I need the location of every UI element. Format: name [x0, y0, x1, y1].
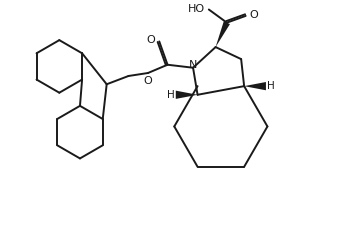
Text: H: H — [167, 90, 174, 100]
Text: N: N — [189, 60, 197, 70]
Text: HO: HO — [188, 4, 205, 14]
Text: O: O — [250, 10, 258, 20]
Polygon shape — [216, 21, 230, 47]
Text: H: H — [267, 81, 275, 91]
Polygon shape — [176, 91, 197, 99]
Text: O: O — [146, 35, 155, 45]
Text: O: O — [144, 75, 152, 85]
Polygon shape — [244, 82, 266, 90]
